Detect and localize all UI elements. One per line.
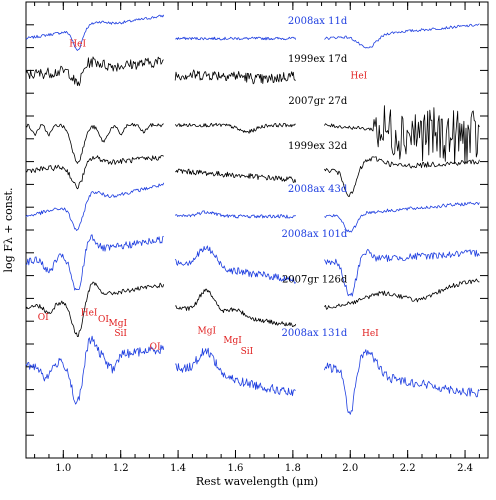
series-line	[324, 278, 480, 310]
line-id-annotation: OI	[98, 315, 109, 325]
line-id-annotation: HeI	[81, 308, 98, 318]
line-id-annotation: HeI	[362, 329, 379, 339]
series-label: 1999ex 17d	[288, 54, 348, 65]
series-line	[25, 155, 164, 190]
x-tick-label: 1.6	[228, 463, 244, 474]
x-ticks: 1.0 1.2 1.4 1.6 1.8 2.0 2.2 2.4	[34, 2, 480, 474]
series-line	[25, 335, 165, 405]
series-layer	[25, 14, 480, 415]
series-line	[174, 245, 297, 284]
series-label: 2008ax 131d	[282, 328, 348, 339]
line-id-annotation: MgI	[109, 319, 128, 329]
line-id-annotation: MgI	[198, 327, 217, 337]
series-line	[25, 14, 165, 51]
series-label: 2007gr 126d	[282, 274, 348, 285]
series-line	[25, 234, 164, 291]
series-label: 1999ex 32d	[288, 141, 348, 152]
series-label: 2008ax 101d	[282, 229, 348, 240]
y-axis-label: log Fλ + const.	[2, 188, 15, 273]
series-line	[324, 201, 480, 233]
line-id-annotation: OI	[150, 342, 161, 352]
series-line	[174, 122, 296, 134]
line-id-annotation: SiI	[241, 347, 254, 357]
x-tick-label: 1.0	[55, 463, 71, 474]
x-axis-label: Rest wavelength (μm)	[196, 475, 318, 488]
series-line	[324, 248, 480, 297]
series-line	[25, 56, 164, 87]
labels-layer: 2008ax 11d 1999ex 17d 2007gr 27d 1999ex 32d…	[282, 16, 348, 339]
series-label: 2008ax 43d	[288, 184, 348, 195]
x-tick-label: 1.4	[170, 463, 186, 474]
x-tick-label: 1.2	[113, 463, 129, 474]
y-ticks	[26, 24, 488, 436]
series-line	[175, 36, 297, 41]
line-id-annotation: SiI	[114, 329, 127, 339]
x-tick-label: 2.0	[342, 463, 358, 474]
plot-frame	[25, 1, 489, 459]
x-tick-label: 2.2	[400, 463, 416, 474]
line-id-annotation: OI	[38, 313, 49, 323]
series-line	[174, 210, 296, 219]
series-line	[25, 122, 164, 164]
line-id-annotation: HeI	[351, 72, 368, 82]
line-id-annotation: HeI	[69, 40, 86, 50]
series-line	[324, 23, 480, 49]
series-line	[25, 281, 165, 338]
series-line	[174, 69, 296, 85]
x-tick-label: 1.8	[285, 463, 301, 474]
series-line	[25, 182, 165, 231]
x-tick-label: 2.4	[457, 463, 473, 474]
series-line	[175, 347, 296, 397]
series-label: 2007gr 27d	[288, 96, 348, 107]
series-line	[175, 168, 297, 183]
series-line	[324, 349, 480, 415]
series-line	[324, 156, 480, 198]
series-label: 2008ax 11d	[288, 16, 348, 27]
line-id-annotation: MgI	[223, 336, 242, 346]
series-line	[324, 105, 480, 165]
series-line	[174, 288, 297, 328]
